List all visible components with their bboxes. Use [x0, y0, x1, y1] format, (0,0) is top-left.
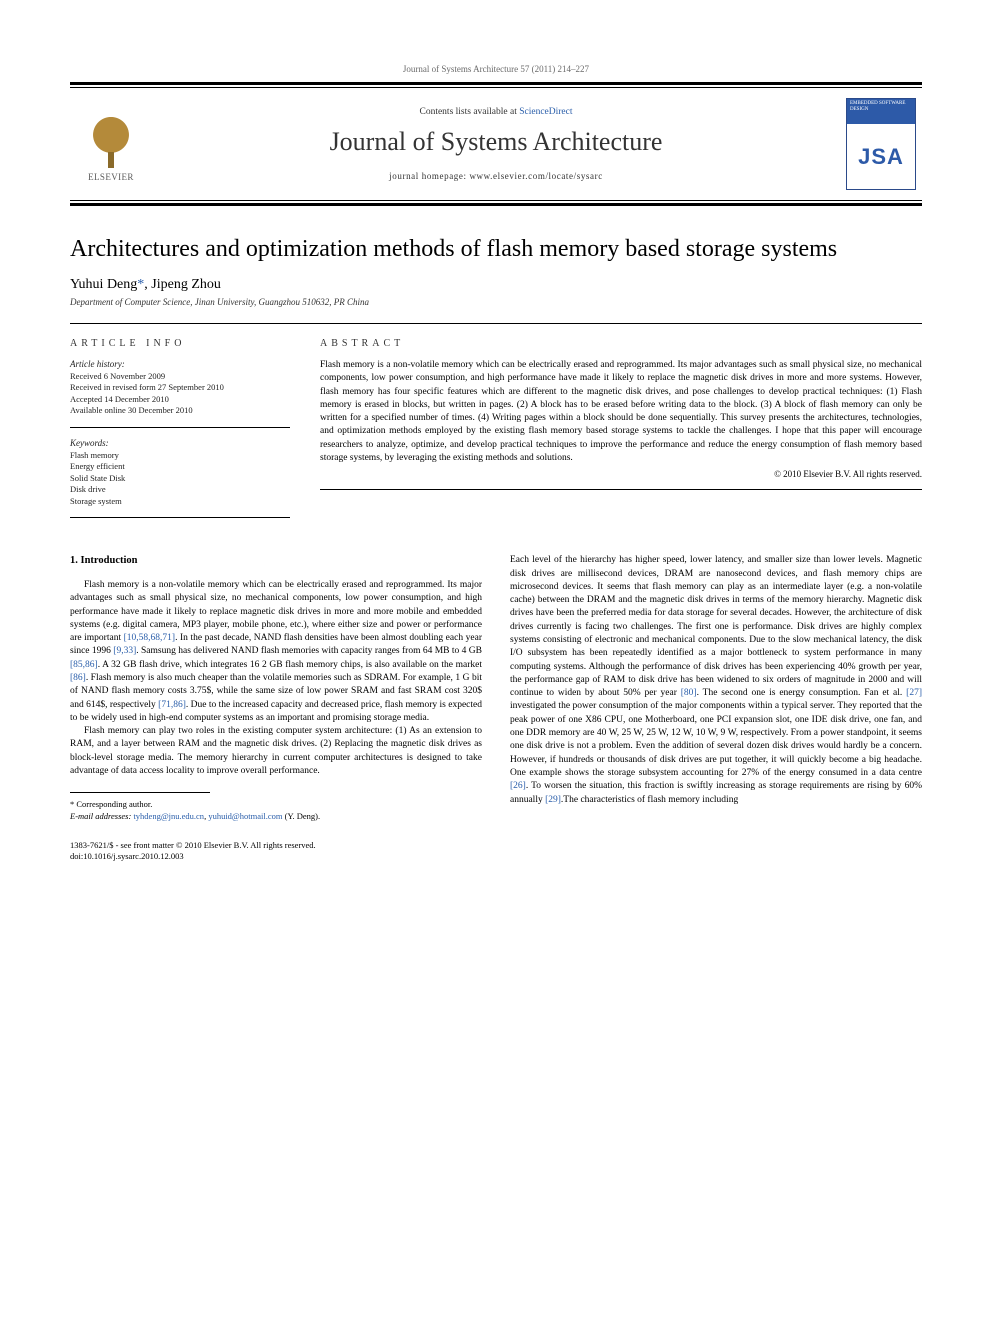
email-link[interactable]: tyhdeng@jnu.edu.cn: [133, 811, 204, 821]
text-run: . Samsung has delivered NAND flash memor…: [136, 646, 482, 656]
keyword: Energy efficient: [70, 461, 290, 472]
history-line: Accepted 14 December 2010: [70, 394, 290, 405]
citation-link[interactable]: [10,58,68,71]: [124, 633, 175, 643]
history-line: Received in revised form 27 September 20…: [70, 382, 290, 393]
section-heading-1: 1. Introduction: [70, 554, 482, 569]
cover-jsa-mark: JSA: [847, 124, 915, 189]
article-info-heading: ARTICLE INFO: [70, 338, 290, 349]
contents-available-line: Contents lists available at ScienceDirec…: [158, 107, 834, 117]
citation-link[interactable]: [29]: [545, 795, 561, 805]
author-2: , Jipeng Zhou: [144, 277, 221, 292]
abstract-copyright: © 2010 Elsevier B.V. All rights reserved…: [320, 469, 922, 479]
text-run: . A 32 GB flash drive, which integrates …: [98, 660, 482, 670]
email-label: E-mail addresses:: [70, 811, 131, 821]
text-run: investigated the power consumption of th…: [510, 701, 922, 777]
rule-top-thick: [70, 82, 922, 85]
journal-cover-thumb: EMBEDDED SOFTWARE DESIGN JSA: [846, 98, 916, 190]
citation-link[interactable]: [86]: [70, 673, 86, 683]
journal-banner: ELSEVIER Contents lists available at Sci…: [70, 90, 922, 198]
abstract-bottom-rule: [320, 489, 922, 490]
body-paragraph: Flash memory is a non-volatile memory wh…: [70, 579, 482, 725]
article-title: Architectures and optimization methods o…: [70, 236, 922, 263]
article-history-block: Article history: Received 6 November 200…: [70, 359, 290, 428]
text-run: .The characteristics of flash memory inc…: [561, 795, 738, 805]
running-head: Journal of Systems Architecture 57 (2011…: [70, 60, 922, 78]
elsevier-label: ELSEVIER: [88, 172, 134, 182]
rule-below-thick: [70, 203, 922, 206]
body-paragraph: Flash memory can play two roles in the e…: [70, 725, 482, 778]
citation-link[interactable]: [80]: [681, 688, 697, 698]
rule-below-thin: [70, 200, 922, 201]
email-line: E-mail addresses: tyhdeng@jnu.edu.cn, yu…: [70, 811, 482, 822]
article-history-label: Article history:: [70, 359, 290, 369]
email-link[interactable]: yuhuid@hotmail.com: [208, 811, 282, 821]
history-line: Received 6 November 2009: [70, 371, 290, 382]
abstract-heading: ABSTRACT: [320, 338, 922, 349]
article-info-column: ARTICLE INFO Article history: Received 6…: [70, 338, 290, 528]
abstract-column: ABSTRACT Flash memory is a non-volatile …: [320, 338, 922, 528]
citation-link[interactable]: [85,86]: [70, 660, 98, 670]
meta-row: ARTICLE INFO Article history: Received 6…: [70, 323, 922, 528]
journal-title: Journal of Systems Architecture: [158, 127, 834, 157]
text-run: . The second one is energy consumption. …: [697, 688, 907, 698]
keyword: Storage system: [70, 496, 290, 507]
author-1: Yuhui Deng: [70, 277, 137, 292]
banner-center: Contents lists available at ScienceDirec…: [146, 107, 846, 181]
email-tail: (Y. Deng).: [282, 811, 320, 821]
contents-prefix: Contents lists available at: [419, 107, 519, 117]
keyword: Solid State Disk: [70, 473, 290, 484]
history-line: Available online 30 December 2010: [70, 405, 290, 416]
corresponding-footnote: * Corresponding author. E-mail addresses…: [70, 799, 482, 822]
cover-topline: EMBEDDED SOFTWARE DESIGN: [847, 99, 915, 124]
authors-line: Yuhui Deng*, Jipeng Zhou: [70, 277, 922, 293]
keyword: Disk drive: [70, 484, 290, 495]
doi-line: doi:10.1016/j.sysarc.2010.12.003: [70, 851, 922, 862]
elsevier-tree-icon: [84, 116, 138, 170]
keyword: Flash memory: [70, 450, 290, 461]
keywords-label: Keywords:: [70, 438, 290, 448]
citation-link[interactable]: [71,86]: [158, 700, 186, 710]
journal-homepage-line: journal homepage: www.elsevier.com/locat…: [158, 171, 834, 181]
abstract-text: Flash memory is a non-volatile memory wh…: [320, 359, 922, 465]
text-run: Each level of the hierarchy has higher s…: [510, 555, 922, 698]
page-footer: 1383-7621/$ - see front matter © 2010 El…: [70, 840, 922, 862]
issn-line: 1383-7621/$ - see front matter © 2010 El…: [70, 840, 922, 851]
body-paragraph: Each level of the hierarchy has higher s…: [510, 554, 922, 807]
body-columns: 1. Introduction Flash memory is a non-vo…: [70, 554, 922, 822]
citation-link[interactable]: [26]: [510, 781, 526, 791]
keywords-block: Keywords: Flash memory Energy efficient …: [70, 438, 290, 518]
citation-link[interactable]: [9,33]: [113, 646, 136, 656]
page-root: Journal of Systems Architecture 57 (2011…: [0, 0, 992, 902]
sciencedirect-link[interactable]: ScienceDirect: [519, 107, 572, 117]
elsevier-logo: ELSEVIER: [76, 106, 146, 182]
affiliation: Department of Computer Science, Jinan Un…: [70, 297, 922, 307]
citation-link[interactable]: [27]: [906, 688, 922, 698]
rule-top-thin: [70, 87, 922, 88]
corresponding-author-line: * Corresponding author.: [70, 799, 482, 810]
footnote-rule: [70, 792, 210, 793]
